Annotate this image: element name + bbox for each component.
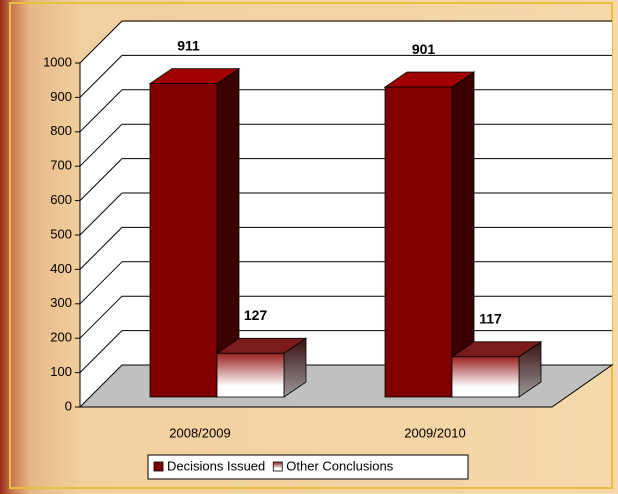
y-tick-label: 800 [50, 123, 72, 138]
y-tick-label: 200 [50, 330, 72, 345]
grid-line [79, 123, 123, 167]
grid-line [79, 158, 123, 201]
grid-line [79, 295, 123, 339]
legend-box [147, 454, 469, 480]
grid-line [79, 192, 123, 236]
bar-front [451, 356, 520, 398]
bar-front [216, 352, 285, 398]
grid-line [79, 20, 123, 64]
grid-line [79, 89, 123, 133]
data-label: 117 [479, 310, 502, 326]
y-tick-label: 900 [50, 89, 72, 104]
bar-front [384, 86, 453, 398]
bar-front [149, 83, 218, 398]
grid-line [79, 330, 123, 373]
y-tick-label: 600 [50, 192, 72, 207]
data-label: 911 [177, 37, 200, 53]
data-label: 901 [412, 41, 436, 57]
legend: Decisions Issued Other Conclusions [147, 454, 469, 480]
y-tick-label: 0 [65, 398, 72, 413]
y-tick-label: 1000 [43, 54, 72, 69]
y-tick-label: 500 [50, 226, 72, 241]
legend-swatch [272, 461, 283, 472]
bar [450, 340, 543, 398]
legend-swatch [153, 461, 164, 472]
x-tick-label: 2008/2009 [169, 425, 230, 440]
legend-label: Decisions Issued [167, 458, 265, 473]
y-tick-label: 100 [50, 364, 72, 379]
grid-line [79, 261, 123, 305]
grid-line [79, 55, 123, 98]
y-tick-label: 400 [50, 261, 72, 276]
grid-line [79, 227, 123, 270]
y-tick-label: 300 [50, 295, 72, 310]
data-label: 127 [244, 307, 268, 323]
legend-label: Other Conclusions [286, 458, 393, 473]
bar [215, 337, 308, 398]
x-tick-label: 2009/2010 [404, 425, 465, 440]
bar [383, 71, 476, 398]
y-tick-label: 700 [50, 158, 72, 173]
